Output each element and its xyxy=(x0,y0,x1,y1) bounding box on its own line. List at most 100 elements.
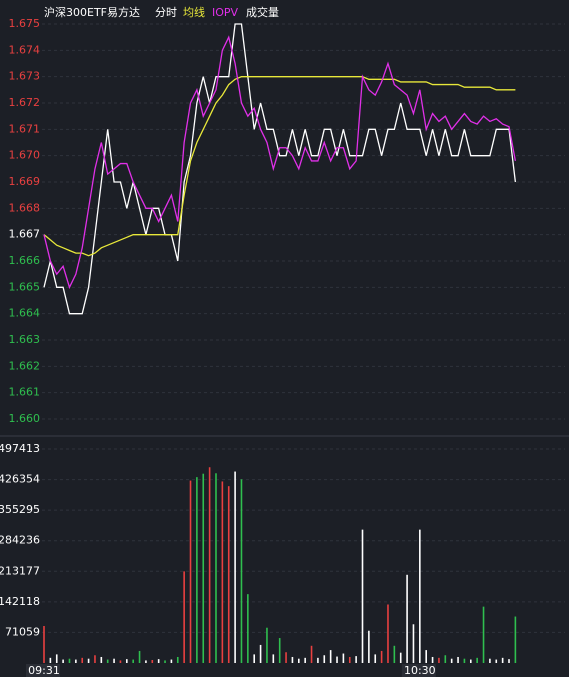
y-tick-label: 1.663 xyxy=(9,333,41,346)
volume-bar xyxy=(310,645,313,663)
volume-bar xyxy=(240,479,243,663)
volume-bar xyxy=(68,658,71,663)
x-tick-label: 10:30 xyxy=(404,664,436,677)
y-tick-label: 1.672 xyxy=(9,96,41,109)
chart-title: 沪深300ETF易方达 xyxy=(44,5,140,19)
y-tick-label: 1.661 xyxy=(9,386,41,399)
volume-bar xyxy=(119,660,122,663)
volume-bar xyxy=(208,467,211,663)
volume-bar xyxy=(138,650,141,663)
y-tick-label: 213177 xyxy=(0,564,40,577)
volume-bar xyxy=(380,650,383,663)
volume-bar xyxy=(438,657,440,663)
y-tick-label: 497413 xyxy=(0,442,40,455)
volume-bar xyxy=(145,660,147,663)
volume-bar xyxy=(202,473,205,663)
volume-bar xyxy=(501,657,504,663)
price-line xyxy=(43,35,517,290)
volume-bar xyxy=(106,659,109,663)
volume-bar xyxy=(100,656,103,663)
volume-bar xyxy=(221,481,224,663)
y-tick-label: 1.665 xyxy=(9,280,41,293)
volume-bar xyxy=(508,659,510,663)
volume-bar xyxy=(43,626,45,663)
volume-bar xyxy=(450,658,453,663)
volume-bar xyxy=(55,654,58,663)
volume-bar xyxy=(278,638,281,663)
y-tick-label: 1.664 xyxy=(9,307,41,320)
y-tick-label: 71059 xyxy=(5,625,40,638)
volume-bar xyxy=(272,654,275,663)
y-tick-label: 1.674 xyxy=(9,43,41,56)
y-tick-label: 1.670 xyxy=(9,149,41,162)
volume-bar xyxy=(157,659,160,663)
volume-bar xyxy=(431,656,434,663)
legend-iopv: IOPV xyxy=(212,6,239,19)
volume-bar xyxy=(419,529,421,663)
volume-bar xyxy=(463,658,466,663)
legend-price: 分时 xyxy=(155,6,177,19)
volume-bar xyxy=(476,657,478,663)
price-line xyxy=(43,23,517,315)
y-tick-label: 1.669 xyxy=(9,175,41,188)
volume-bar xyxy=(75,659,77,663)
volume-bar xyxy=(444,655,447,663)
volume-bar xyxy=(406,574,408,663)
y-tick-label: 1.667 xyxy=(9,228,41,241)
volume-bar xyxy=(361,529,364,663)
y-tick-label: 1.660 xyxy=(9,412,41,425)
y-tick-label: 1.668 xyxy=(9,201,41,214)
volume-bar xyxy=(336,656,338,663)
volume-bar xyxy=(323,655,326,663)
legend-avg: 均线 xyxy=(183,5,205,19)
volume-bar xyxy=(495,659,498,663)
volume-bar xyxy=(132,659,134,663)
volume-bar xyxy=(164,660,166,663)
volume-bar xyxy=(374,654,377,663)
y-tick-label: 284236 xyxy=(0,534,40,547)
volume-bar xyxy=(215,473,217,663)
volume-bar xyxy=(126,659,128,663)
volume-bar xyxy=(457,656,459,663)
y-tick-label: 1.673 xyxy=(9,70,41,83)
volume-bar xyxy=(304,657,306,663)
volume-bar xyxy=(399,652,402,663)
volume-bar xyxy=(176,656,179,663)
volume-bar xyxy=(425,650,427,663)
volume-bar xyxy=(81,657,84,663)
volume-bar xyxy=(94,655,96,663)
volume-bar xyxy=(298,658,300,663)
volume-bar xyxy=(259,644,262,663)
volume-bar xyxy=(183,571,185,663)
y-tick-label: 1.671 xyxy=(9,122,41,135)
y-tick-label: 1.675 xyxy=(9,17,41,30)
y-tick-label: 142118 xyxy=(0,595,40,608)
volume-bar xyxy=(329,650,332,663)
volume-bar xyxy=(469,659,472,663)
volume-bar xyxy=(348,656,351,663)
volume-bar xyxy=(291,656,294,663)
volume-bar xyxy=(393,645,396,663)
volume-bar xyxy=(266,627,268,663)
x-label-box xyxy=(26,664,60,677)
volume-bar xyxy=(234,471,236,663)
volume-bar xyxy=(387,604,389,663)
volume-bar xyxy=(87,658,90,663)
volume-bar xyxy=(62,659,64,663)
volume-bar xyxy=(317,657,319,663)
volume-bar xyxy=(514,616,517,663)
volume-bar xyxy=(285,652,287,663)
volume-bar xyxy=(227,486,230,663)
x-label-box xyxy=(401,664,436,677)
volume-bar xyxy=(247,594,249,663)
volume-bar xyxy=(368,630,370,663)
volume-bar xyxy=(49,657,52,663)
volume-bar xyxy=(342,653,345,663)
volume-bar xyxy=(113,658,115,663)
y-tick-label: 1.662 xyxy=(9,359,41,372)
volume-bar xyxy=(253,654,256,663)
volume-bar xyxy=(170,659,173,663)
volume-bar xyxy=(196,477,198,663)
